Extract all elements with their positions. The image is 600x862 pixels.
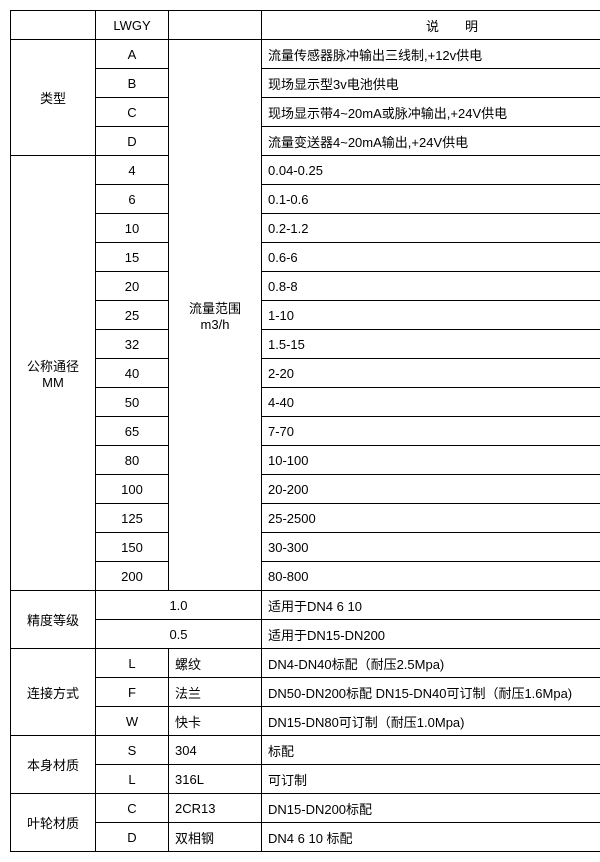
dn-size: 40 xyxy=(96,359,169,388)
spec-table: LWGY 说 明 类型 A 流量范围 m3/h 流量传感器脉冲输出三线制,+12… xyxy=(10,10,600,852)
type-desc: 流量变送器4~20mA输出,+24V供电 xyxy=(262,127,600,156)
dn-l2: MM xyxy=(42,375,64,390)
dn-size: 200 xyxy=(96,562,169,591)
imp-name: 双相钢 xyxy=(169,823,262,852)
conn-name: 法兰 xyxy=(169,678,262,707)
imp-name: 2CR13 xyxy=(169,794,262,823)
type-desc: 现场显示带4~20mA或脉冲输出,+24V供电 xyxy=(262,98,600,127)
acc-label: 精度等级 xyxy=(11,591,96,649)
dn-val: 80-800 xyxy=(262,562,600,591)
conn-name: 快卡 xyxy=(169,707,262,736)
dn-size: 100 xyxy=(96,475,169,504)
type-code: B xyxy=(96,69,169,98)
type-desc: 流量传感器脉冲输出三线制,+12v供电 xyxy=(262,40,600,69)
dn-val: 1.5-15 xyxy=(262,330,600,359)
dn-val: 30-300 xyxy=(262,533,600,562)
body-name: 304 xyxy=(169,736,262,765)
conn-label: 连接方式 xyxy=(11,649,96,736)
dn-size: 80 xyxy=(96,446,169,475)
dn-val: 10-100 xyxy=(262,446,600,475)
conn-name: 螺纹 xyxy=(169,649,262,678)
body-code: L xyxy=(96,765,169,794)
hdr-desc: 说 明 xyxy=(262,11,600,40)
body-label: 本身材质 xyxy=(11,736,96,794)
type-code: A xyxy=(96,40,169,69)
imp-label: 叶轮材质 xyxy=(11,794,96,852)
conn-desc: DN15-DN80可订制（耐压1.0Mpa) xyxy=(262,707,600,736)
dn-size: 25 xyxy=(96,301,169,330)
dn-val: 0.2-1.2 xyxy=(262,214,600,243)
range-label: 流量范围 m3/h xyxy=(169,40,262,591)
hdr-lwgy: LWGY xyxy=(96,11,169,40)
dn-size: 32 xyxy=(96,330,169,359)
acc-grade: 1.0 xyxy=(96,591,262,620)
dn-val: 7-70 xyxy=(262,417,600,446)
type-desc: 现场显示型3v电池供电 xyxy=(262,69,600,98)
acc-grade: 0.5 xyxy=(96,620,262,649)
dn-size: 150 xyxy=(96,533,169,562)
body-desc: 标配 xyxy=(262,736,600,765)
imp-desc: DN4 6 10 标配 xyxy=(262,823,600,852)
dn-val: 25-2500 xyxy=(262,504,600,533)
conn-code: W xyxy=(96,707,169,736)
dn-val: 0.6-6 xyxy=(262,243,600,272)
range-l2: m3/h xyxy=(201,317,230,332)
dn-val: 20-200 xyxy=(262,475,600,504)
imp-desc: DN15-DN200标配 xyxy=(262,794,600,823)
dn-size: 10 xyxy=(96,214,169,243)
type-label: 类型 xyxy=(11,40,96,156)
dn-label: 公称通径 MM xyxy=(11,156,96,591)
hdr-blank2 xyxy=(169,11,262,40)
dn-val: 0.8-8 xyxy=(262,272,600,301)
hdr-blank xyxy=(11,11,96,40)
imp-code: D xyxy=(96,823,169,852)
dn-size: 15 xyxy=(96,243,169,272)
dn-size: 4 xyxy=(96,156,169,185)
dn-size: 6 xyxy=(96,185,169,214)
imp-code: C xyxy=(96,794,169,823)
dn-l1: 公称通径 xyxy=(27,359,79,374)
body-desc: 可订制 xyxy=(262,765,600,794)
dn-size: 125 xyxy=(96,504,169,533)
dn-size: 65 xyxy=(96,417,169,446)
dn-size: 20 xyxy=(96,272,169,301)
dn-val: 0.1-0.6 xyxy=(262,185,600,214)
type-code: D xyxy=(96,127,169,156)
dn-val: 4-40 xyxy=(262,388,600,417)
conn-code: L xyxy=(96,649,169,678)
conn-desc: DN4-DN40标配（耐压2.5Mpa) xyxy=(262,649,600,678)
dn-size: 50 xyxy=(96,388,169,417)
type-code: C xyxy=(96,98,169,127)
dn-val: 1-10 xyxy=(262,301,600,330)
body-code: S xyxy=(96,736,169,765)
acc-desc: 适用于DN4 6 10 xyxy=(262,591,600,620)
range-l1: 流量范围 xyxy=(189,301,241,316)
body-name: 316L xyxy=(169,765,262,794)
dn-val: 2-20 xyxy=(262,359,600,388)
dn-val: 0.04-0.25 xyxy=(262,156,600,185)
acc-desc: 适用于DN15-DN200 xyxy=(262,620,600,649)
conn-code: F xyxy=(96,678,169,707)
conn-desc: DN50-DN200标配 DN15-DN40可订制（耐压1.6Mpa) xyxy=(262,678,600,707)
